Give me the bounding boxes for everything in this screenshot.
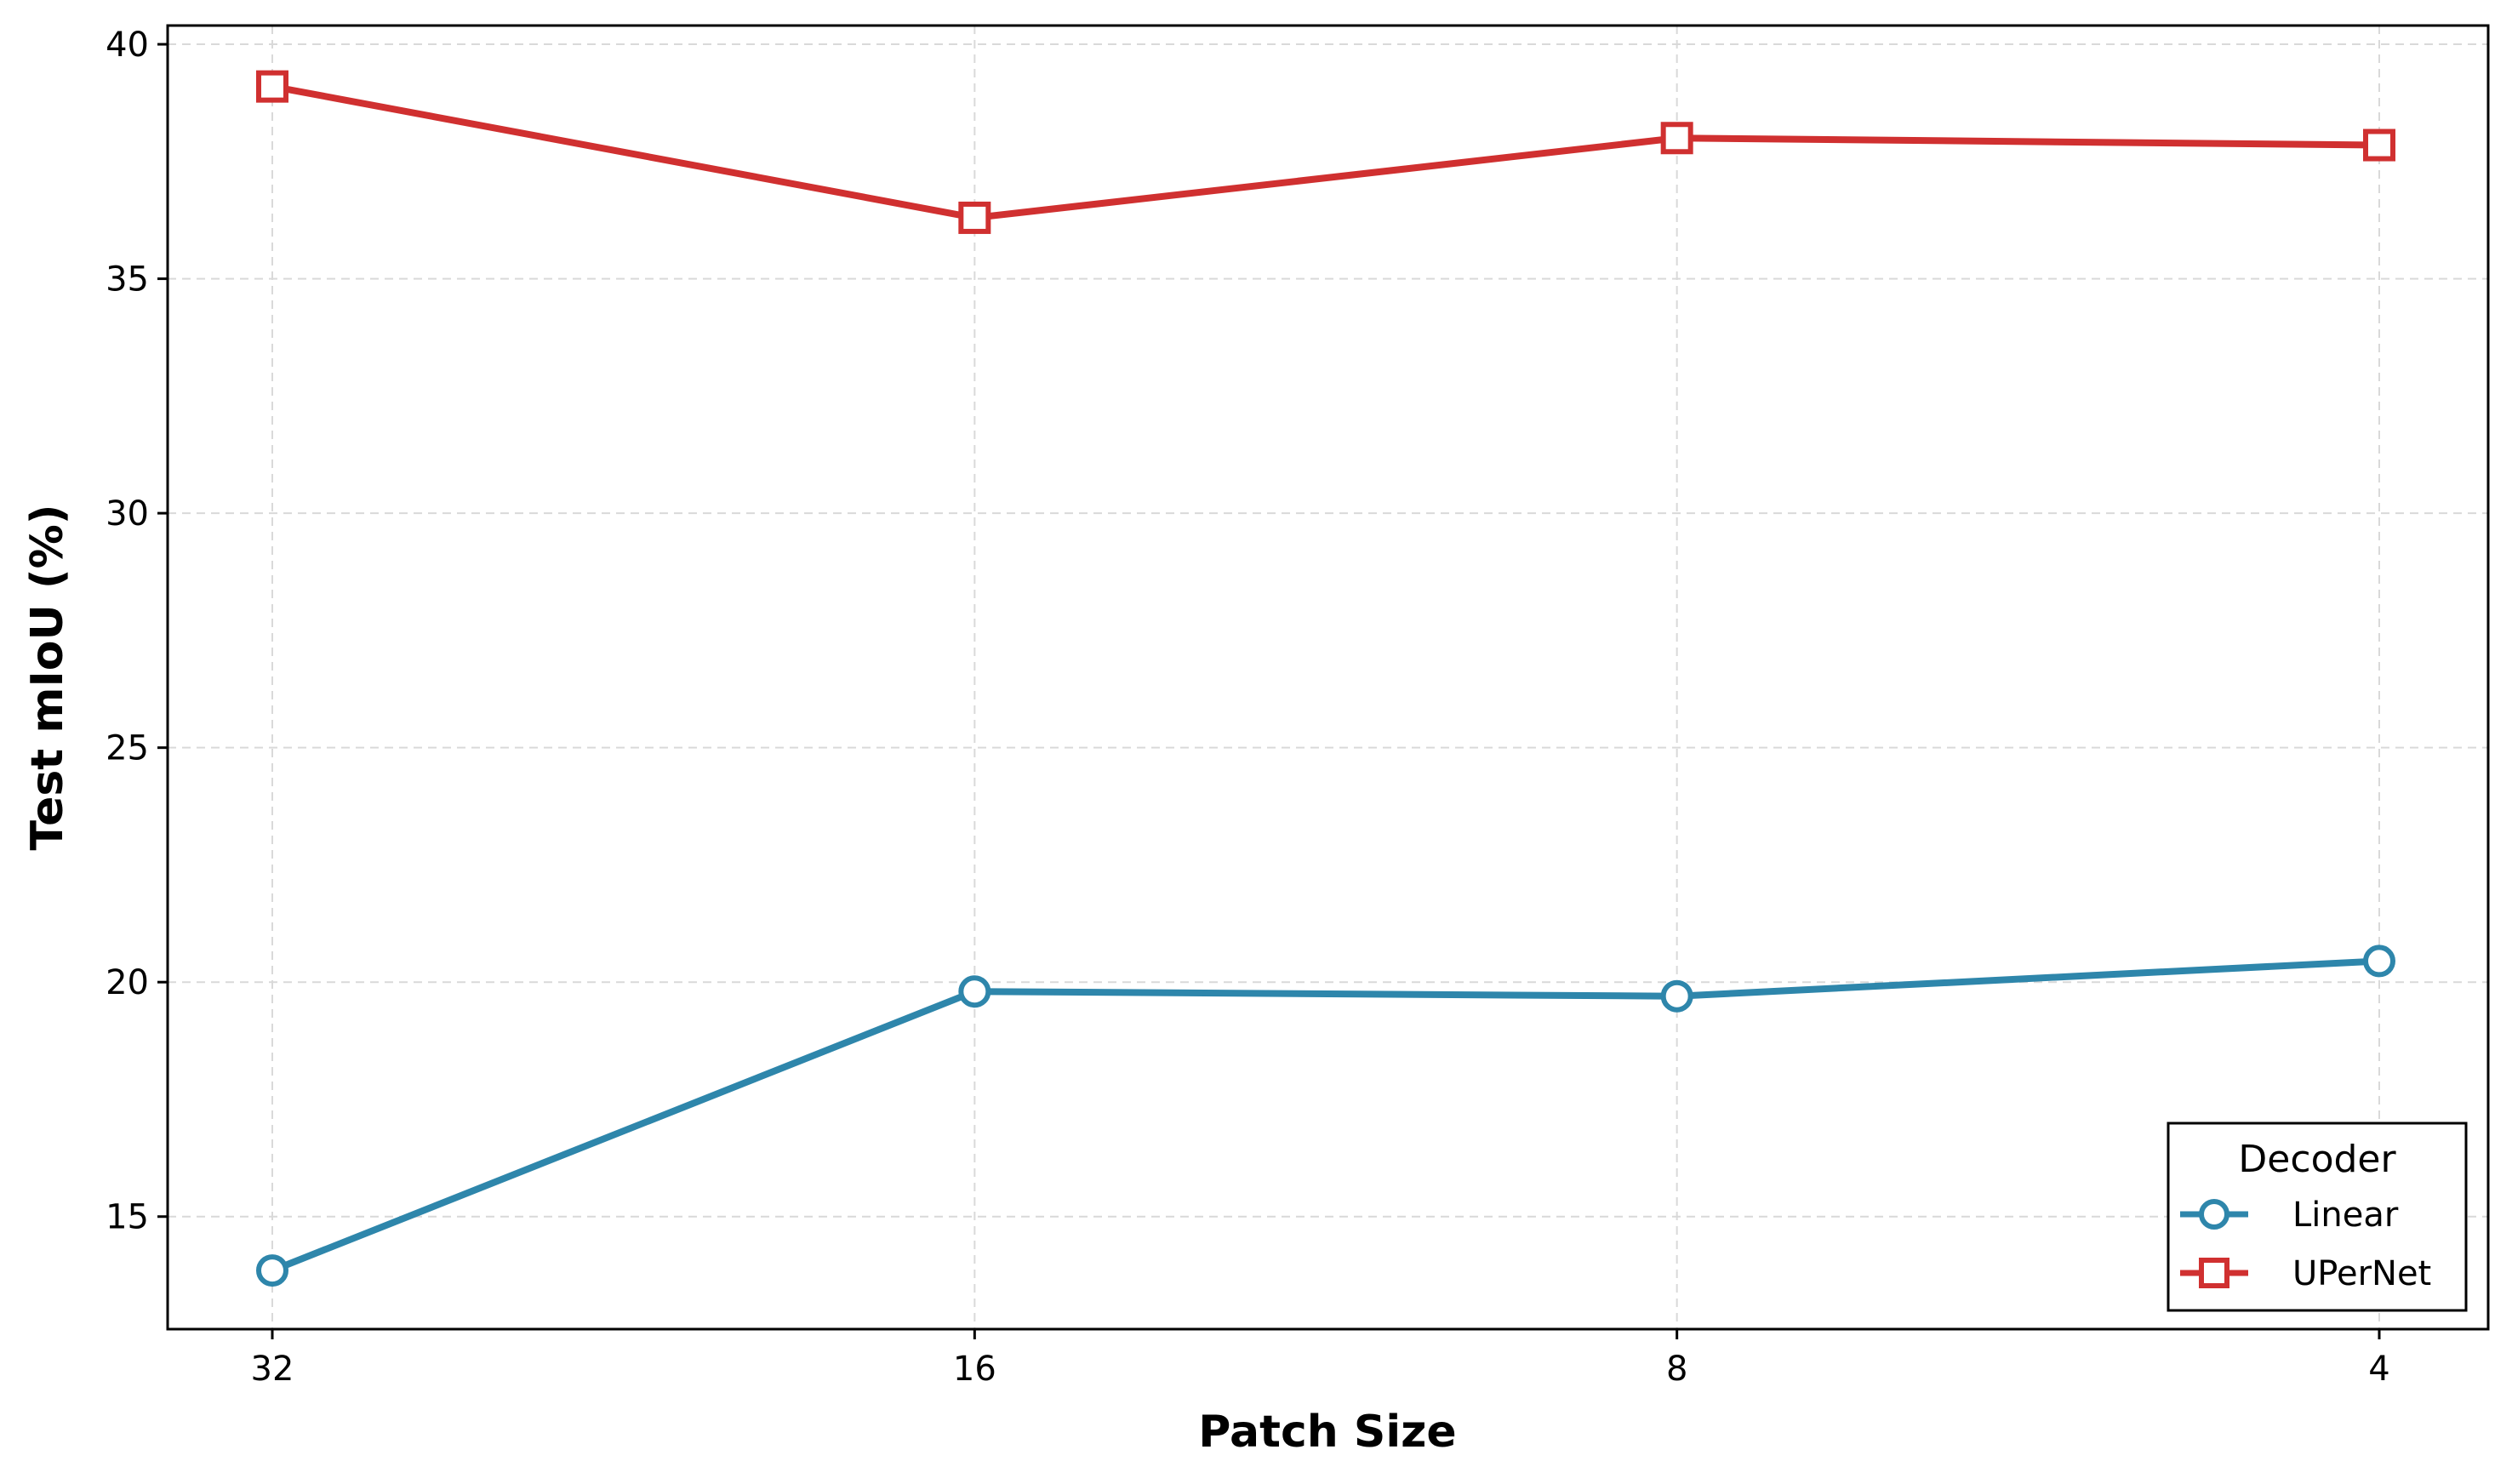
data-point-upernet bbox=[256, 70, 288, 103]
legend-label-upernet: UPerNet bbox=[2292, 1254, 2431, 1293]
y-tick-label: 15 bbox=[106, 1198, 149, 1237]
y-tick-label: 35 bbox=[106, 260, 149, 300]
y-tick-label: 25 bbox=[106, 729, 149, 768]
data-point-linear bbox=[256, 1254, 288, 1287]
x-tick-label: 16 bbox=[953, 1350, 996, 1389]
legend-marker-linear bbox=[2199, 1199, 2229, 1230]
data-point-upernet bbox=[958, 201, 991, 234]
plot-frame bbox=[166, 24, 2490, 1331]
grid bbox=[168, 26, 2488, 1329]
x-axis-title: Patch Size bbox=[1198, 1407, 1456, 1458]
y-tick-label: 30 bbox=[106, 494, 149, 534]
series-line-upernet bbox=[271, 83, 2380, 221]
x-tick-label: 8 bbox=[1666, 1350, 1687, 1389]
axis-ticks: 15 20 25 30 35 40 32 16 8 4 bbox=[106, 26, 2390, 1389]
data-point-linear bbox=[2363, 945, 2395, 978]
x-tick-label: 4 bbox=[2368, 1350, 2389, 1389]
data-point-linear bbox=[958, 975, 991, 1008]
legend-title: Decoder bbox=[2238, 1138, 2396, 1181]
legend-label-linear: Linear bbox=[2292, 1196, 2399, 1235]
legend-marker-upernet bbox=[2199, 1258, 2229, 1288]
series-layer bbox=[256, 70, 2395, 1287]
data-point-upernet bbox=[2363, 128, 2395, 162]
x-tick-label: 32 bbox=[251, 1350, 294, 1389]
legend: Decoder Linear UPerNet bbox=[2167, 1122, 2468, 1312]
data-point-upernet bbox=[1660, 122, 1693, 155]
y-tick-label: 40 bbox=[106, 26, 149, 65]
data-point-linear bbox=[1660, 979, 1693, 1013]
y-tick-label: 20 bbox=[106, 963, 149, 1002]
series-line-linear bbox=[271, 957, 2380, 1274]
y-axis-title: Test mIoU (%) bbox=[22, 505, 73, 851]
